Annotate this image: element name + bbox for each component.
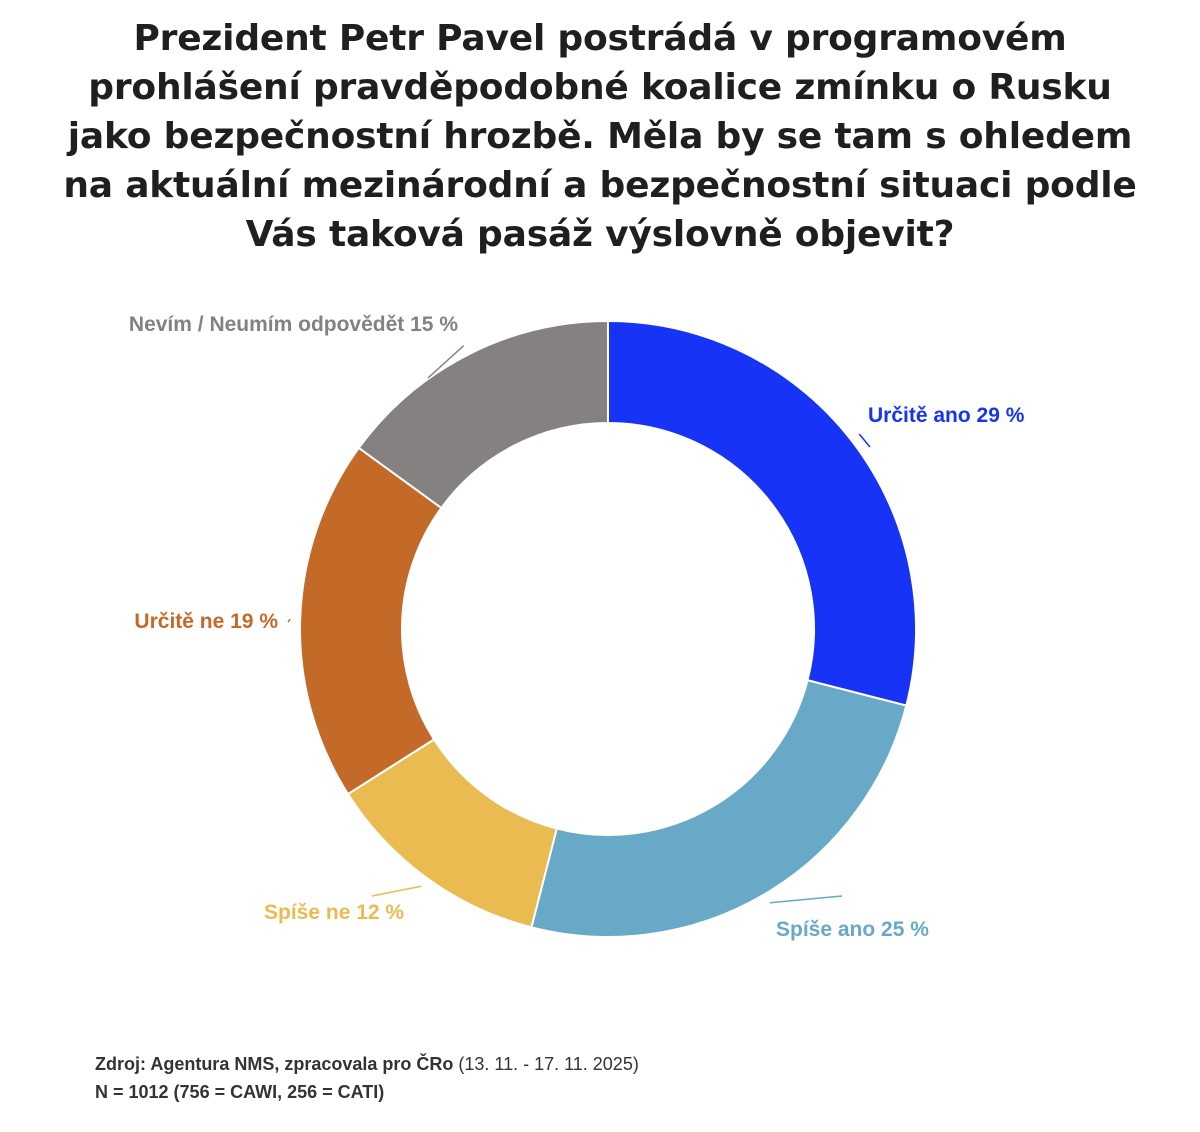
- leader-line-urcite-ano: [858, 433, 871, 448]
- slice-label-spise-ano: Spíše ano 25 %: [776, 918, 929, 941]
- slice-spise-ano: [530, 679, 908, 938]
- slice-nevim-neumim-odpovedet: [357, 319, 609, 510]
- leader-line-urcite-ne: [287, 618, 291, 623]
- donut-slices: [299, 319, 917, 938]
- chart-title-line-5: Vás taková pasáž výslovně objevit?: [245, 214, 955, 255]
- leader-line-spise-ne: [371, 885, 422, 897]
- leader-lines: [287, 345, 871, 904]
- leader-line-spise-ano: [769, 895, 843, 904]
- sample-size-note: N = 1012 (756 = CAWI, 256 = CATI): [95, 1082, 385, 1102]
- slice-label-spise-ne: Spíše ne 12 %: [264, 901, 404, 924]
- source-note: Zdroj: Agentura NMS, zpracovala pro ČRo …: [95, 1054, 639, 1074]
- chart-title: Prezident Petr Pavel postrádá v programo…: [40, 14, 1160, 259]
- source-label: Zdroj: Agentura NMS, zpracovala pro ČRo: [95, 1054, 454, 1074]
- chart-title-line-2: prohlášení pravděpodobné koalice zmínku …: [88, 67, 1112, 108]
- chart-title-line-3: jako bezpečnostní hrozbě. Měla by se tam…: [67, 116, 1133, 157]
- slice-urcite-ano: [607, 319, 917, 707]
- slice-label-nevim-neumim-odpovedet: Nevím / Neumím odpovědět 15 %: [129, 313, 458, 336]
- chart-footer: Zdroj: Agentura NMS, zpracovala pro ČRo …: [95, 1050, 639, 1106]
- source-period: (13. 11. - 17. 11. 2025): [453, 1054, 639, 1074]
- slice-label-urcite-ano: Určitě ano 29 %: [868, 404, 1025, 427]
- chart-title-line-1: Prezident Petr Pavel postrádá v programo…: [133, 18, 1067, 59]
- slice-labels: Určitě ano 29 % Spíše ano 25 % Spíše ne 12…: [129, 313, 1025, 941]
- slice-label-urcite-ne: Určitě ne 19 %: [134, 610, 278, 633]
- leader-line-nevim-neumim-odpovedet: [427, 345, 465, 379]
- chart-title-line-4: na aktuální mezinárodní a bezpečnostní s…: [63, 165, 1137, 206]
- slice-urcite-ne: [299, 446, 443, 796]
